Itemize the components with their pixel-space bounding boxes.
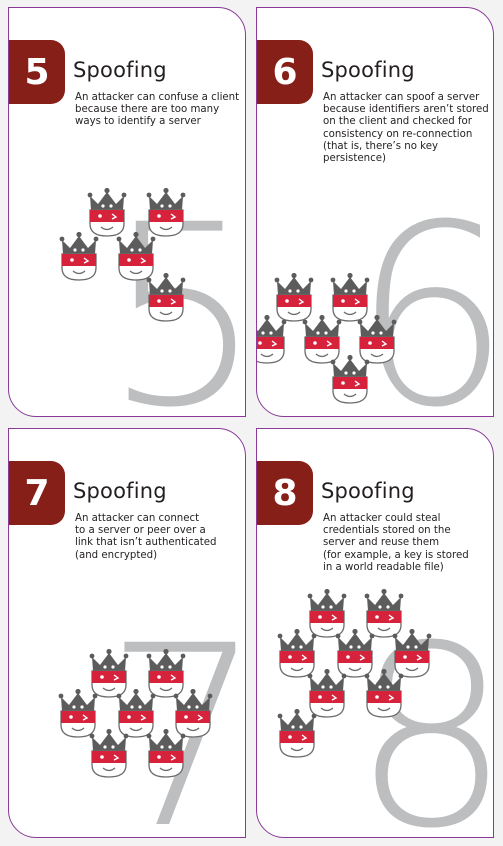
crown-king-icon (57, 688, 99, 738)
crown-king-icon (329, 354, 371, 404)
card-suit-title: Spoofing (73, 479, 167, 503)
card-number-badge: 6 (257, 40, 313, 104)
card-description: An attacker can spoof a server because i… (323, 92, 489, 165)
crown-king-icon (334, 628, 376, 678)
crown-king-icon (273, 272, 315, 322)
card-number-badge: 8 (257, 461, 313, 525)
crown-king-icon (306, 588, 348, 638)
card-7[interactable]: 7 7 Spoofing An attacker can connect to … (8, 428, 246, 838)
crown-king-icon (88, 648, 130, 698)
crown-king-icon (329, 272, 371, 322)
crown-king-icon (276, 628, 318, 678)
crown-king-icon (306, 668, 348, 718)
card-suit-title: Spoofing (73, 58, 167, 82)
card-5[interactable]: 5 5 Spoofing An attacker can confuse a c… (8, 7, 246, 417)
crown-king-icon (115, 688, 157, 738)
crown-king-icon (301, 314, 343, 364)
card-description: An attacker could steal credentials stor… (323, 513, 469, 573)
card-8[interactable]: 8 8 Spoofing An attacker could steal cre… (256, 428, 494, 838)
crown-king-icon (145, 648, 187, 698)
crown-king-icon (145, 187, 187, 237)
crown-king-icon (257, 314, 288, 364)
card-suit-title: Spoofing (321, 479, 415, 503)
crown-king-icon (363, 668, 405, 718)
crown-king-icon (88, 728, 130, 778)
crown-king-icon (58, 231, 100, 281)
crown-king-icon (391, 628, 433, 678)
crown-king-icon (356, 314, 398, 364)
card-description: An attacker can connect to a server or p… (75, 513, 217, 561)
card-description: An attacker can confuse a client because… (75, 92, 240, 128)
card-6[interactable]: 6 6 Spoofing An attacker can spoof a ser… (256, 7, 494, 417)
card-suit-title: Spoofing (321, 58, 415, 82)
crown-king-icon (86, 187, 128, 237)
crown-king-icon (363, 588, 405, 638)
crown-king-icon (145, 728, 187, 778)
crown-king-icon (172, 688, 214, 738)
crown-king-icon (115, 231, 157, 281)
card-number-badge: 5 (9, 40, 65, 104)
crown-king-icon (145, 272, 187, 322)
crown-king-icon (276, 708, 318, 758)
card-number-badge: 7 (9, 461, 65, 525)
